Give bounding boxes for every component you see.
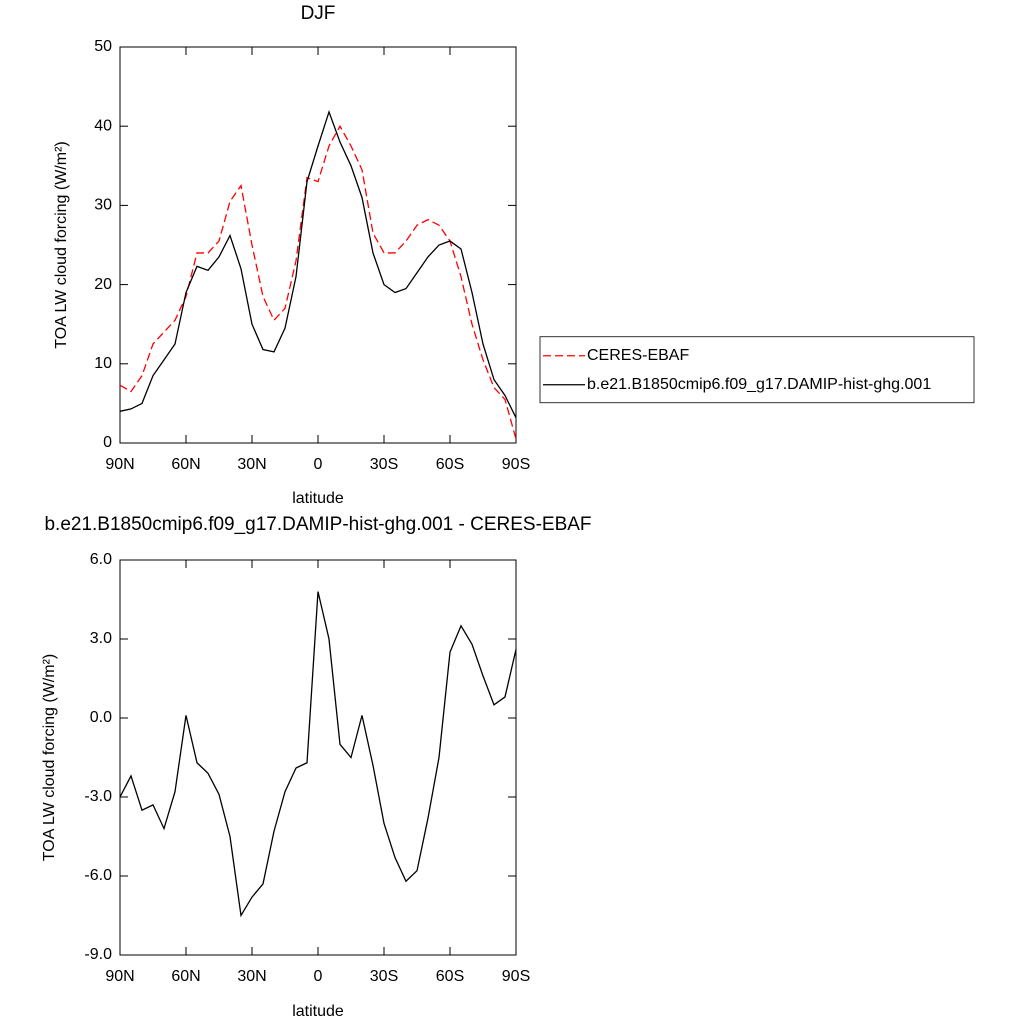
y-tick-label: -3.0 <box>84 788 112 805</box>
x-tick-label: 60S <box>436 456 464 473</box>
x-tick-label: 60S <box>436 968 464 985</box>
chart-title: b.e21.B1850cmip6.f09_g17.DAMIP-hist-ghg.… <box>44 514 591 535</box>
x-tick-label: 90N <box>105 456 134 473</box>
x-tick-label: 90S <box>502 968 530 985</box>
x-tick-label: 60N <box>171 968 200 985</box>
y-tick-label: 40 <box>94 117 112 134</box>
legend-box <box>539 336 975 404</box>
y-tick-label: 3.0 <box>90 630 112 647</box>
data-line <box>119 591 517 918</box>
y-tick-label: -9.0 <box>84 946 112 963</box>
x-tick-label: 0 <box>314 456 323 473</box>
legend-label: CERES-EBAF <box>587 347 689 364</box>
data-line <box>119 124 517 440</box>
y-tick-label: 6.0 <box>90 551 112 568</box>
y-axis-label: TOA LW cloud forcing (W/m²) <box>53 141 70 348</box>
y-tick-label: 0.0 <box>90 709 112 726</box>
y-tick-label: 50 <box>94 38 112 55</box>
x-axis-label: latitude <box>292 490 344 507</box>
data-line <box>119 109 517 418</box>
chart-title: DJF <box>301 3 336 24</box>
y-tick-label: 0 <box>103 434 112 451</box>
x-tick-label: 30S <box>370 456 398 473</box>
y-tick-label: 10 <box>94 355 112 372</box>
x-axis-label: latitude <box>292 1003 344 1020</box>
y-tick-label: -6.0 <box>84 867 112 884</box>
y-tick-label: 20 <box>94 276 112 293</box>
x-tick-label: 60N <box>171 456 200 473</box>
x-tick-label: 30N <box>237 968 266 985</box>
legend-label: b.e21.B1850cmip6.f09_g17.DAMIP-hist-ghg.… <box>587 376 931 393</box>
x-tick-label: 30N <box>237 456 266 473</box>
x-tick-label: 90S <box>502 456 530 473</box>
x-tick-label: 0 <box>314 968 323 985</box>
x-tick-label: 30S <box>370 968 398 985</box>
y-axis-label: TOA LW cloud forcing (W/m²) <box>41 654 58 861</box>
x-tick-label: 90N <box>105 968 134 985</box>
y-tick-label: 30 <box>94 197 112 214</box>
